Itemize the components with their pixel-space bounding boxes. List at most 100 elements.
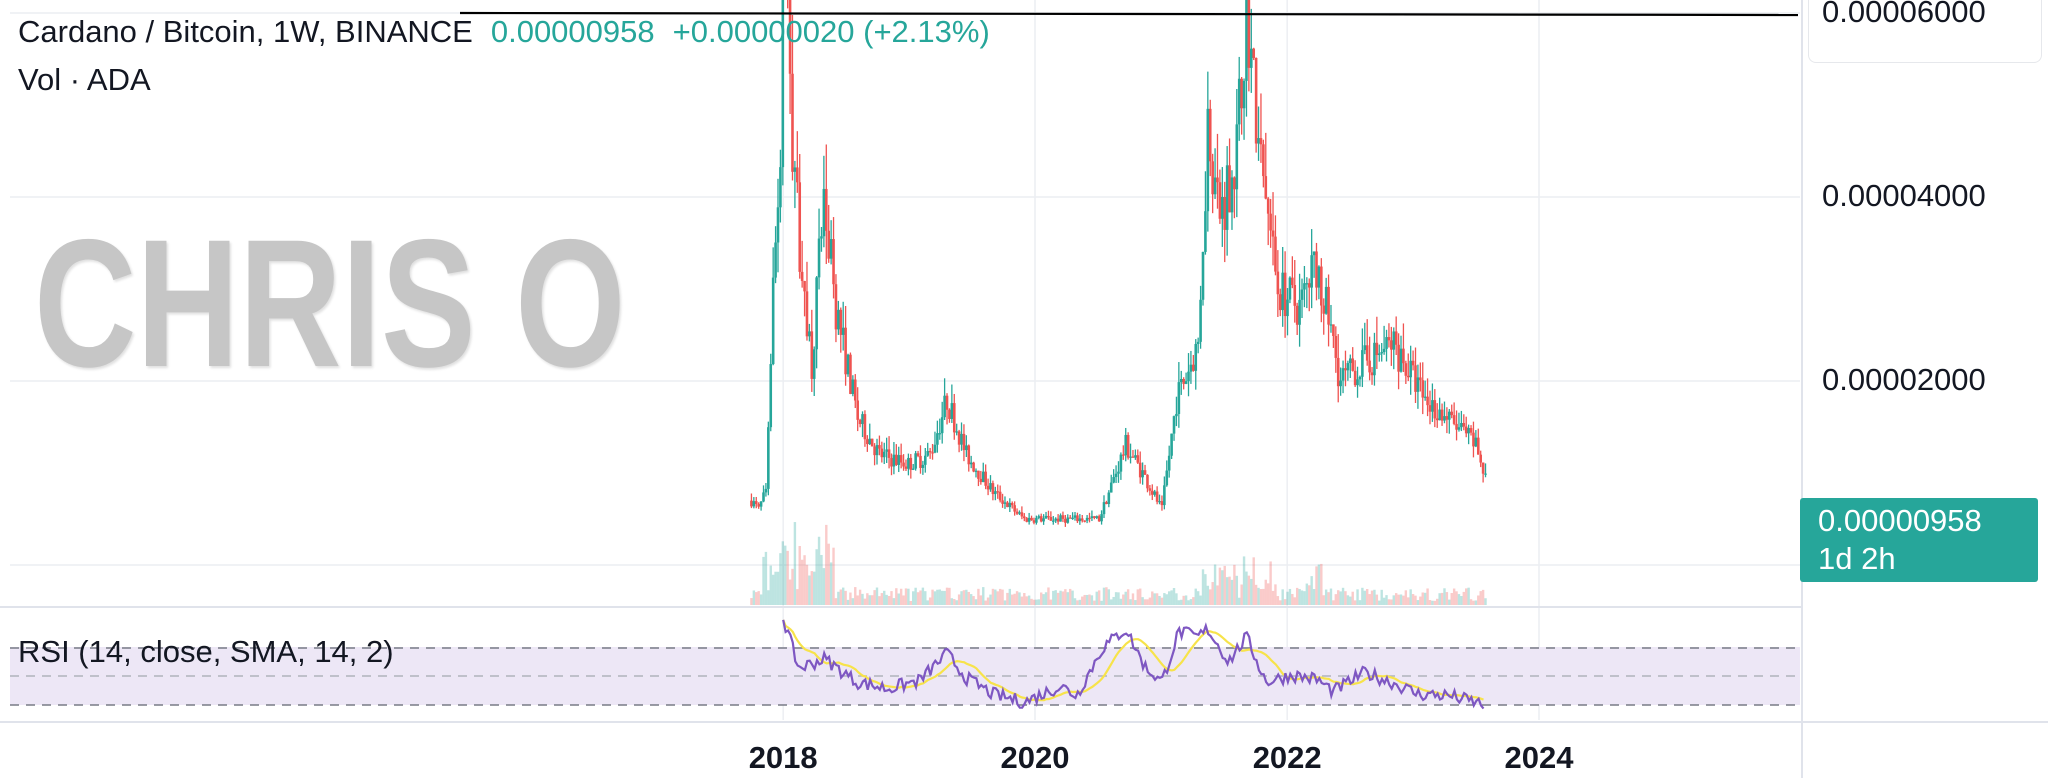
- candle-body: [914, 453, 917, 469]
- volume-bar: [1310, 576, 1313, 605]
- candle-body: [1201, 251, 1205, 300]
- volume-bar: [786, 550, 789, 605]
- candle-body: [909, 457, 913, 470]
- candle-body: [1150, 490, 1154, 495]
- volume-bar: [1054, 590, 1057, 605]
- candle-body: [1438, 409, 1441, 421]
- volume-bar: [1078, 599, 1082, 605]
- candle-body: [1373, 342, 1376, 376]
- candle-body: [1003, 502, 1007, 504]
- volume-bar: [1334, 594, 1338, 605]
- volume-bar: [916, 592, 920, 605]
- volume-bar: [1271, 590, 1275, 605]
- candle-body: [931, 452, 934, 454]
- volume-bar: [796, 589, 799, 605]
- candle-body: [1377, 353, 1381, 356]
- symbol-title[interactable]: Cardano / Bitcoin, 1W, BINANCE: [18, 14, 473, 49]
- volume-bar: [1481, 589, 1485, 605]
- candle-body: [1329, 324, 1333, 326]
- volume-bar: [827, 543, 830, 605]
- candle-body: [923, 455, 927, 465]
- volume-bar: [1373, 589, 1376, 605]
- volume-bar: [1266, 583, 1270, 605]
- volume-bar: [1131, 593, 1135, 605]
- volume-bar: [945, 587, 949, 605]
- volume-bar: [897, 593, 900, 605]
- volume-bar: [1308, 585, 1311, 605]
- volume-bar: [1368, 594, 1371, 605]
- candle-body: [899, 455, 903, 463]
- volume-indicator-label[interactable]: Vol · ADA: [18, 62, 151, 97]
- candle-body: [1288, 277, 1292, 300]
- volume-bar: [1112, 596, 1115, 605]
- candle-body: [1271, 230, 1275, 237]
- time-tick-label: 2022: [1252, 740, 1322, 775]
- candle-body: [750, 500, 753, 507]
- top-right-panel[interactable]: [1808, 0, 2042, 63]
- volume-bar: [1428, 600, 1432, 605]
- volume-bar: [844, 590, 847, 605]
- volume-bar: [1279, 600, 1282, 605]
- candle-body: [1109, 482, 1113, 493]
- volume-bar: [1407, 597, 1410, 605]
- volume-bar: [1211, 582, 1214, 605]
- volume-bar: [1344, 591, 1347, 605]
- volume-bar: [1433, 600, 1437, 605]
- candle-body: [1093, 516, 1096, 518]
- volume-bar: [899, 588, 903, 605]
- candle-body: [1365, 345, 1369, 361]
- volume-bar: [1122, 594, 1125, 605]
- candle-body: [1481, 462, 1485, 474]
- volume-series: [750, 522, 1487, 605]
- candle-body: [1356, 379, 1359, 386]
- rsi-line: [782, 619, 1485, 710]
- candle-body: [839, 309, 843, 335]
- volume-bar: [1204, 574, 1207, 605]
- volume-bar: [924, 591, 927, 605]
- candle-body: [1105, 502, 1108, 505]
- volume-bar: [1312, 589, 1316, 605]
- candle-body: [815, 277, 818, 350]
- candle-body: [1462, 423, 1466, 427]
- candle-body: [1119, 454, 1123, 472]
- candle-body: [1189, 364, 1193, 372]
- volume-bar: [1295, 587, 1299, 605]
- volume-bar: [1189, 599, 1193, 605]
- volume-bar: [1303, 591, 1306, 605]
- legend-change: +0.00000020 (+2.13%): [672, 14, 990, 49]
- volume-bar: [1305, 583, 1309, 605]
- volume-bar: [875, 587, 879, 605]
- volume-bar: [825, 524, 828, 605]
- horizontal-level-line[interactable]: [459, 11, 1799, 17]
- candle-body: [1160, 501, 1164, 506]
- candle-body: [1148, 488, 1152, 491]
- volume-bar: [1281, 589, 1284, 605]
- volume-bar: [1134, 600, 1137, 605]
- candle-body: [1300, 289, 1304, 300]
- candle-body: [829, 239, 833, 259]
- volume-bar: [1387, 599, 1391, 605]
- volume-bar: [1095, 591, 1098, 605]
- volume-bar: [1341, 587, 1345, 605]
- candle-body: [911, 468, 915, 470]
- volume-bar: [793, 522, 797, 605]
- candle-body: [1469, 428, 1473, 433]
- volume-bar: [931, 589, 934, 605]
- volume-bar: [943, 590, 946, 605]
- volume-bar: [1477, 595, 1480, 605]
- volume-bar: [1027, 595, 1031, 605]
- volume-bar: [1102, 587, 1106, 605]
- symbol-legend[interactable]: Cardano / Bitcoin, 1W, BINANCE 0.00000958…: [18, 14, 990, 50]
- volume-bar: [1332, 600, 1335, 605]
- candle-body: [805, 291, 809, 337]
- candle-body: [1402, 348, 1405, 364]
- candle-body: [1146, 474, 1149, 489]
- candle-body: [1448, 411, 1451, 420]
- rsi-indicator-label[interactable]: RSI (14, close, SMA, 14, 2): [18, 634, 394, 669]
- candle-body: [1088, 517, 1091, 520]
- volume-bar: [1013, 593, 1016, 605]
- candle-body: [1332, 324, 1335, 337]
- candle-body: [1064, 518, 1067, 523]
- volume-bar: [1298, 589, 1301, 605]
